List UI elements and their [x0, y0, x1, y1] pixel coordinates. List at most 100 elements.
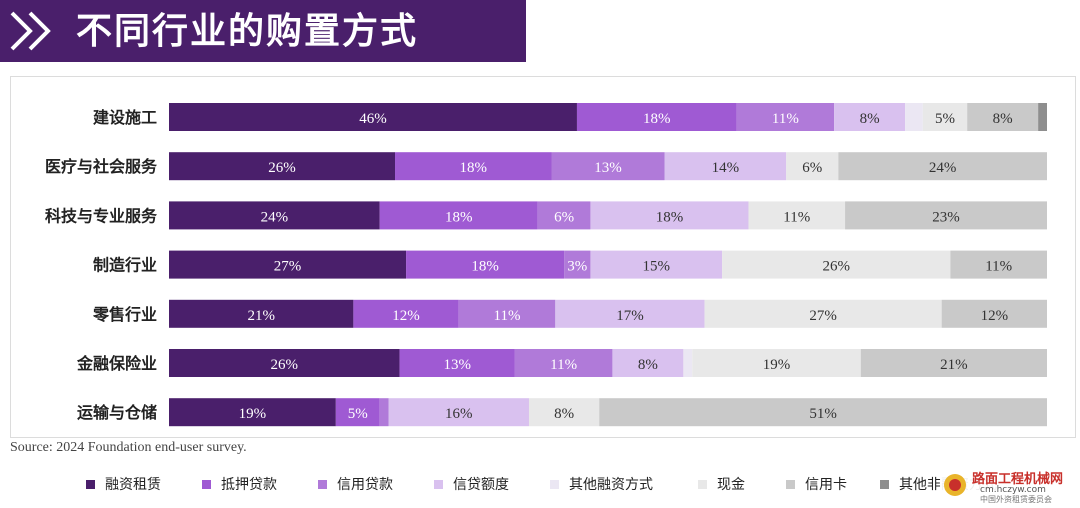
data-label: 15% [643, 259, 671, 275]
chevron-right-icon [10, 11, 51, 51]
data-label: 18% [643, 111, 671, 127]
legend-item: 抵押贷款 [202, 474, 277, 494]
bar-segment [169, 299, 354, 328]
legend-label: 信用贷款 [337, 477, 393, 493]
bar-segment [950, 250, 1047, 279]
legend-label: 融资租赁 [105, 477, 161, 493]
legend-label: 抵押贷款 [221, 477, 277, 493]
legend-swatch [202, 479, 211, 489]
data-label: 26% [823, 259, 851, 275]
legend-swatch [434, 479, 443, 489]
data-label: 11% [985, 259, 1012, 275]
data-label: 11% [494, 308, 521, 324]
bar-segment [838, 152, 1047, 181]
legend-item: 其他融资方式 [550, 474, 653, 494]
bar-segment [590, 201, 749, 230]
legend-item: 现金 [698, 474, 745, 494]
bar-segment [551, 152, 665, 181]
data-label: 26% [268, 160, 296, 176]
bar-segment [169, 250, 407, 279]
bar-segment [379, 398, 389, 427]
page-title: 不同行业的购置方式 [76, 10, 419, 52]
data-label: 46% [359, 111, 387, 127]
watermark: 路面工程机械网 cm.hczyw.com 中国外资租赁委员会 [940, 468, 1076, 504]
data-label: 19% [763, 357, 791, 373]
watermark-title: 路面工程机械网 [972, 472, 1064, 487]
data-label: 8% [860, 111, 880, 127]
bar-segment [169, 152, 396, 181]
data-label: 12% [981, 308, 1009, 324]
data-label: 8% [554, 406, 574, 422]
legend-item: 信贷额度 [434, 474, 509, 494]
bar-segment [379, 201, 538, 230]
data-label: 8% [993, 111, 1013, 127]
data-label: 23% [932, 209, 960, 225]
data-label: 8% [638, 357, 658, 373]
data-label: 6% [802, 160, 822, 176]
legend-label: 其他融资方式 [569, 477, 653, 493]
category-label: 医疗与社会服务 [45, 157, 158, 176]
title-banner: 不同行业的购置方式 [0, 0, 526, 62]
data-label: 21% [247, 308, 275, 324]
data-label: 24% [929, 160, 957, 176]
data-label: 3% [567, 259, 587, 275]
legend-swatch [698, 479, 707, 489]
bar-segment [748, 201, 846, 230]
bar-segment [399, 349, 515, 377]
data-label: 12% [392, 308, 420, 324]
bar-segment [967, 103, 1039, 131]
data-label: 14% [712, 160, 740, 176]
legend-item: 信用卡 [786, 474, 847, 494]
watermark-logo-icon [944, 474, 966, 496]
data-label: 18% [471, 259, 499, 275]
data-label: 17% [616, 308, 644, 324]
bar-segment [860, 349, 1047, 377]
category-label: 运输与仓储 [77, 403, 157, 422]
data-label: 16% [445, 406, 473, 422]
data-label: 13% [594, 160, 622, 176]
data-label: 24% [261, 209, 289, 225]
legend-item: 融资租赁 [86, 474, 161, 494]
bar-segment [353, 299, 459, 328]
bar-segment [388, 398, 529, 427]
data-label: 19% [239, 406, 267, 422]
bar-segment [1038, 103, 1047, 131]
bar-segment [834, 103, 906, 131]
bar-segment [704, 299, 942, 328]
legend-swatch [86, 479, 95, 489]
bar-segment [905, 103, 923, 131]
legend-item: 信用贷款 [318, 474, 393, 494]
bar-segment [845, 201, 1047, 230]
bar-segment [169, 201, 380, 230]
bar-segment [564, 250, 591, 279]
bar-segment [395, 152, 552, 181]
data-label: 18% [656, 209, 684, 225]
data-label: 26% [271, 357, 299, 373]
bar-segment [555, 299, 705, 328]
bar-segment [786, 152, 839, 181]
data-label: 11% [783, 209, 810, 225]
bar-segment [664, 152, 787, 181]
category-label: 科技与专业服务 [45, 206, 158, 225]
bar-segment [722, 250, 951, 279]
bar-segment [692, 349, 861, 377]
category-label: 建设施工 [93, 108, 157, 127]
bar-segment [922, 103, 968, 131]
data-label: 27% [809, 308, 837, 324]
chart-panel: 建设施工 46% 18% 11% 8% 5% 8% 医疗与社会服务 26% 18% 13% 14% 6%… [10, 76, 1076, 438]
bar-segment [683, 349, 693, 377]
legend-label: 信贷额度 [453, 477, 509, 493]
bar-segment [514, 349, 613, 377]
watermark-url: cm.hczyw.com [980, 485, 1046, 495]
bar-segment [941, 299, 1047, 328]
bar-segment [537, 201, 591, 230]
data-label: 11% [550, 357, 577, 373]
data-label: 5% [935, 111, 955, 127]
bar-segment [406, 250, 565, 279]
data-label: 18% [460, 160, 488, 176]
category-label: 零售行业 [92, 305, 157, 324]
bar-segment [736, 103, 835, 131]
legend-label: 信用卡 [805, 477, 847, 493]
bar-segment [335, 398, 380, 427]
watermark-org: 中国外资租赁委员会 [980, 495, 1052, 504]
